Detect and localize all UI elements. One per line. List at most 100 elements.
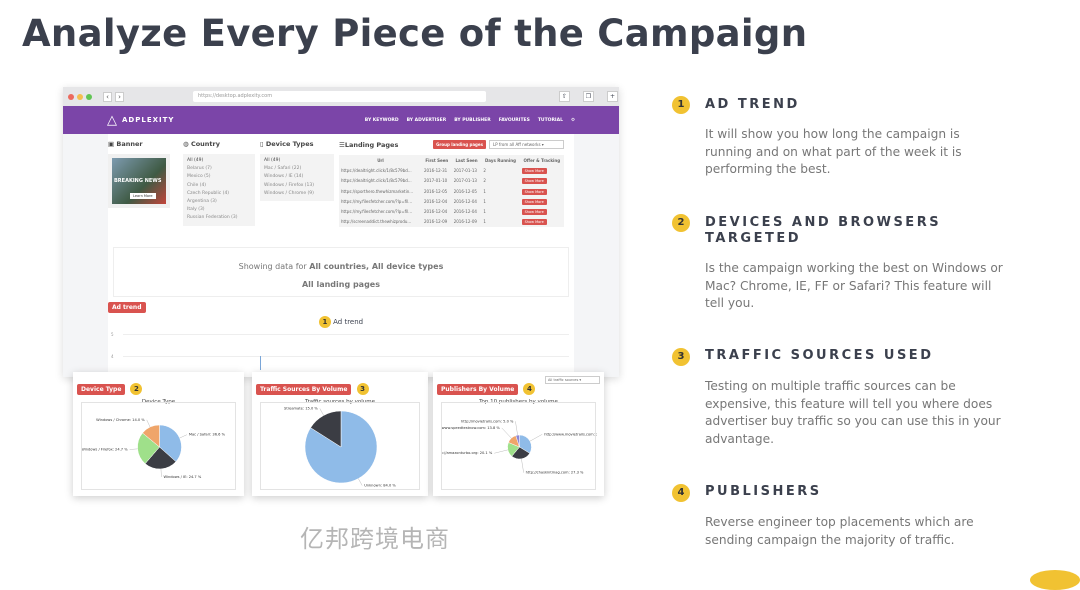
show-more-button[interactable]: Show More xyxy=(521,209,547,216)
feature-number: 2 xyxy=(672,214,690,232)
banner-section: ▣ Banner BREAKING NEWS Learn More xyxy=(108,140,170,208)
pie-slice[interactable] xyxy=(144,446,177,470)
nav-favourites[interactable]: FAVOURITES xyxy=(498,117,530,123)
country-item[interactable]: Belarus (7) xyxy=(187,166,212,172)
back-icon[interactable]: ‹ xyxy=(103,91,112,102)
table-cell: Show More xyxy=(520,176,564,186)
main-nav: BY KEYWORD BY ADVERTISER BY PUBLISHER FA… xyxy=(365,118,575,123)
column-header[interactable]: First Seen xyxy=(425,157,449,163)
country-list[interactable]: All (49) Belarus (7) Mexico (5) Chile (4) Cz… xyxy=(183,154,255,226)
pie-slice[interactable] xyxy=(142,424,160,448)
country-item[interactable]: Argentina (3) xyxy=(187,199,217,205)
filter-summary: Showing data for All countries, All devi… xyxy=(113,247,569,297)
new-tab-icon[interactable]: + xyxy=(607,91,618,102)
cell-text[interactable]: https://my.filesfetcher.com/?lp=fil... xyxy=(341,209,413,215)
traffic-source-select[interactable]: All traffic sources ▾ xyxy=(545,376,600,384)
table-row: https://dealtright.click/1/8c579bd... 201… xyxy=(339,165,564,175)
y-tick: 4 xyxy=(111,354,114,359)
cell-text[interactable]: https://dealtright.click/1/8c579bd... xyxy=(341,178,412,184)
pie-slice[interactable] xyxy=(159,424,182,463)
label-connector xyxy=(319,408,324,416)
country-item[interactable]: Chile (4) xyxy=(187,182,207,188)
maximize-dot-icon[interactable] xyxy=(86,93,92,100)
cell-text: 1 xyxy=(483,188,486,194)
country-item[interactable]: Russian Federation (3) xyxy=(187,215,238,221)
settings-icon[interactable]: ⚙ xyxy=(570,117,575,123)
nav-by-keyword[interactable]: BY KEYWORD xyxy=(364,117,399,123)
cell-text[interactable]: https://my.filesfetcher.com/?lp=fil... xyxy=(341,198,413,204)
cell-text: 2017-01-10 xyxy=(423,178,448,184)
tabs-icon[interactable]: ❐ xyxy=(583,91,594,102)
device-item[interactable]: All (49) xyxy=(264,158,281,163)
table-cell: Show More xyxy=(520,196,564,206)
device-item[interactable]: Windows / Chrome (9) xyxy=(264,190,314,196)
label-connector xyxy=(494,449,508,454)
feature-number: 3 xyxy=(672,348,690,366)
feature-text: Is the campaign working the best on Wind… xyxy=(705,261,1003,310)
show-more-button[interactable]: Show More xyxy=(521,178,547,185)
url-bar[interactable]: https://desktop.adplexity.com xyxy=(193,91,486,102)
pie-slice[interactable] xyxy=(137,432,160,465)
traffic-source-value: All traffic sources xyxy=(548,378,579,382)
cell-text[interactable]: http://screenaddict.thewhizprodu... xyxy=(341,219,412,225)
gridline xyxy=(123,356,569,357)
slice-label: Windows / Chrome: 14.0 % xyxy=(96,418,145,422)
device-item[interactable]: Windows / IE (14) xyxy=(264,174,304,180)
column-header[interactable]: Last Seen xyxy=(455,157,478,163)
slice-label: Windows / IE: 24.7 % xyxy=(163,475,201,479)
show-more-button[interactable]: Show More xyxy=(521,167,547,174)
country-item[interactable]: Italy (3) xyxy=(187,207,205,213)
share-icon[interactable]: ⇧ xyxy=(559,91,570,102)
show-more-button[interactable]: Show More xyxy=(521,219,547,226)
pie-chart: Mac / Safari: 36.6 % Windows / IE: 24.7 %… xyxy=(81,418,225,479)
minimize-dot-icon[interactable] xyxy=(77,93,83,100)
group-landing-pages-button[interactable]: Group landing pages xyxy=(433,140,486,149)
pie-plot: http://www.movietrails.com: 33.8 % http:/… xyxy=(431,402,610,490)
logo-icon: △ xyxy=(107,112,118,128)
showing-filters: All countries, All device types xyxy=(309,262,444,271)
card-header: Traffic Sources By Volume 3 xyxy=(256,376,424,395)
show-more-button[interactable]: Show More xyxy=(521,188,547,195)
device-list[interactable]: All (49) Mac / Safari (22) Windows / IE (1… xyxy=(260,154,334,202)
chart-card-2: Traffic Sources By Volume 3 Traffic sourc… xyxy=(252,372,428,496)
logo-text: ADPLEXITY xyxy=(122,116,175,124)
column-header[interactable]: Days Running xyxy=(484,157,516,163)
device-item[interactable]: Windows / Firefox (13) xyxy=(264,182,315,188)
country-item[interactable]: Czech Republic (4) xyxy=(187,190,230,196)
pie-chart: http://www.movietrails.com: 33.8 % http:/… xyxy=(431,419,610,474)
nav-by-publisher[interactable]: BY PUBLISHER xyxy=(454,117,491,123)
nav-tutorial[interactable]: TUTORIAL xyxy=(537,117,563,123)
label-connector xyxy=(160,468,162,477)
table-row: https://my.filesfetcher.com/?lp=fil... 20… xyxy=(339,196,564,206)
nav-by-advertiser[interactable]: BY ADVERTISER xyxy=(406,117,447,123)
cell-text: 2 xyxy=(483,167,486,173)
device-section: ▯ Device Types All (49) Mac / Safari (22)… xyxy=(260,140,334,202)
table-row: https://sporthero.thewhizmarketin... 2016… xyxy=(339,186,564,196)
feature-heading: PUBLISHERS xyxy=(705,484,822,499)
slice-label: http://www.movietrails.com: 33.8 % xyxy=(544,432,597,436)
table-cell: Show More xyxy=(520,206,564,216)
table-cell: 2016-12-04 xyxy=(422,196,452,206)
cell-text[interactable]: https://sporthero.thewhizmarketin... xyxy=(341,188,414,194)
forward-icon[interactable]: › xyxy=(115,91,124,102)
device-item[interactable]: Mac / Safari (22) xyxy=(264,166,302,172)
cell-text[interactable]: https://dealtright.click/1/8c579bd... xyxy=(341,167,412,173)
table-cell: 1 xyxy=(481,196,519,206)
image-icon: ▣ xyxy=(108,140,117,148)
logo[interactable]: △ ADPLEXITY xyxy=(107,113,174,128)
column-header[interactable]: Url xyxy=(377,157,384,163)
cell-text: 1 xyxy=(483,219,486,225)
chart-card-1: Device Type 2 Device Type Mac / Safari: 36… xyxy=(73,372,244,496)
show-more-button[interactable]: Show More xyxy=(521,198,547,205)
country-item[interactable]: All (49) xyxy=(187,158,204,163)
close-dot-icon[interactable] xyxy=(68,93,74,100)
label-connector xyxy=(521,458,524,473)
banner-image[interactable]: BREAKING NEWS Learn More xyxy=(108,154,170,208)
page-title: Analyze Every Piece of the Campaign xyxy=(22,12,808,55)
pie-plot: Mac / Safari: 36.6 % Windows / IE: 24.7 %… xyxy=(81,402,236,490)
country-item[interactable]: Mexico (5) xyxy=(187,174,211,180)
banner-cta: Learn More xyxy=(130,193,156,199)
network-filter-select[interactable]: LP from all Aff networks ▾ xyxy=(489,140,564,149)
badge-3: 3 xyxy=(356,383,369,395)
column-header[interactable]: Offer & Tracking xyxy=(523,157,561,163)
